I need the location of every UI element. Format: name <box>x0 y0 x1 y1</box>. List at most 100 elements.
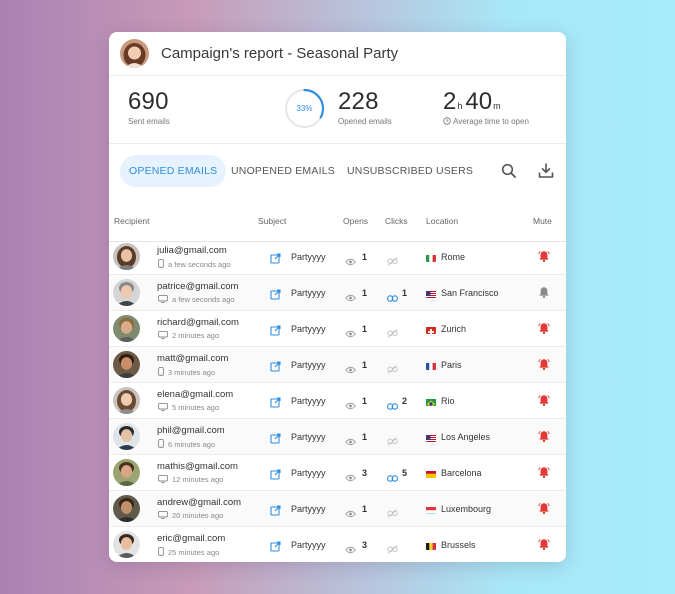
tab-unopened-emails[interactable]: UNOPENED EMAILS <box>231 165 335 177</box>
eye-icon <box>345 253 356 271</box>
open-email-icon[interactable] <box>270 539 281 552</box>
open-time-label: 25 minutes ago <box>168 548 220 557</box>
bell-icon[interactable] <box>538 430 550 448</box>
bell-muted-icon[interactable] <box>538 286 550 304</box>
tab-unsubscribed-users[interactable]: UNSUBSCRIBED USERS <box>347 165 474 177</box>
opens-count: 1 <box>362 396 368 406</box>
link-off-icon <box>387 433 398 451</box>
clicks-count: 2 <box>402 396 408 406</box>
avatar <box>113 279 140 306</box>
download-icon[interactable] <box>536 161 556 181</box>
open-email-icon[interactable] <box>270 323 281 336</box>
avatar <box>113 243 140 270</box>
table-row[interactable]: matt@gmail.com 3 minutes ago Partyyyy 1 Pari… <box>109 347 566 383</box>
location-city: Los Angeles <box>441 432 491 442</box>
location-city: Rio <box>441 396 455 406</box>
open-email-icon[interactable] <box>270 251 281 264</box>
table-row[interactable]: julia@gmail.com a few seconds ago Partyyyy… <box>109 239 566 275</box>
avg-time-hours: 2 <box>443 88 457 115</box>
open-email-icon[interactable] <box>270 503 281 516</box>
avg-time-label: Average time to open <box>453 117 529 126</box>
avg-time-hours-unit: h <box>457 101 463 111</box>
sent-emails-label: Sent emails <box>128 117 170 126</box>
table-row[interactable]: eric@gmail.com 25 minutes ago Partyyyy 3 Bru… <box>109 527 566 562</box>
open-time-label: a few seconds ago <box>168 260 231 269</box>
open-email-icon[interactable] <box>270 395 281 408</box>
bell-icon[interactable] <box>538 466 550 484</box>
report-tabs: OPENED EMAILS UNOPENED EMAILS UNSUBSCRIB… <box>109 144 566 204</box>
column-mute: Mute <box>533 216 552 226</box>
column-opens: Opens <box>343 216 369 226</box>
bell-icon[interactable] <box>538 250 550 268</box>
opens-count: 1 <box>362 504 368 514</box>
open-time: 20 minutes ago <box>158 511 223 520</box>
table-row[interactable]: elena@gmail.com 5 minutes ago Partyyyy 1 2 Ri… <box>109 383 566 419</box>
email-subject: Partyyyy <box>291 360 326 370</box>
open-rate-percent: 33% <box>296 104 313 113</box>
belgium-flag-icon <box>426 540 436 550</box>
open-time: 12 minutes ago <box>158 475 223 484</box>
open-time-label: 20 minutes ago <box>172 511 224 520</box>
bell-icon[interactable] <box>538 502 550 520</box>
open-time-label: a few seconds ago <box>172 295 235 304</box>
spain-flag-icon <box>426 468 436 478</box>
eye-icon <box>345 505 356 523</box>
location-city: Paris <box>441 360 462 370</box>
table-row[interactable]: andrew@gmail.com 20 minutes ago Partyyyy 1 L… <box>109 491 566 527</box>
open-time: a few seconds ago <box>158 259 231 269</box>
open-email-icon[interactable] <box>270 287 281 300</box>
opens-count: 1 <box>362 288 368 298</box>
open-email-icon[interactable] <box>270 359 281 372</box>
switzerland-flag-icon <box>426 324 436 334</box>
email-subject: Partyyyy <box>291 468 326 478</box>
campaign-report-card: Campaign's report - Seasonal Party 690 S… <box>109 32 566 562</box>
bell-icon[interactable] <box>538 322 550 340</box>
bell-icon[interactable] <box>538 394 550 412</box>
search-icon[interactable] <box>499 161 519 181</box>
usa-flag-icon <box>426 288 436 298</box>
link-off-icon <box>387 253 398 271</box>
desktop-device-icon <box>158 511 168 519</box>
desktop-device-icon <box>158 295 168 303</box>
table-row[interactable]: mathis@gmail.com 12 minutes ago Partyyyy 3 5… <box>109 455 566 491</box>
open-time: 25 minutes ago <box>158 547 219 557</box>
eye-icon <box>345 361 356 379</box>
luxembourg-flag-icon <box>426 504 436 514</box>
link-icon <box>387 469 398 487</box>
clock-icon <box>443 117 451 125</box>
recipient-email: elena@gmail.com <box>157 389 234 400</box>
bell-icon[interactable] <box>538 538 550 556</box>
column-location: Location <box>426 216 459 226</box>
opens-count: 3 <box>362 468 368 478</box>
location-city: Brussels <box>441 540 476 550</box>
recipient-email: matt@gmail.com <box>157 353 229 364</box>
email-subject: Partyyyy <box>291 504 326 514</box>
recipient-email: phil@gmail.com <box>157 425 225 436</box>
avg-time-minutes: 40 <box>465 88 493 115</box>
link-icon <box>387 289 398 307</box>
tab-opened-emails[interactable]: OPENED EMAILS <box>120 155 227 187</box>
open-email-icon[interactable] <box>270 467 281 480</box>
email-subject: Partyyyy <box>291 396 326 406</box>
table-row[interactable]: phil@gmail.com 6 minutes ago Partyyyy 1 Los … <box>109 419 566 455</box>
recipients-table: julia@gmail.com a few seconds ago Partyyyy… <box>109 239 566 562</box>
eye-icon <box>345 289 356 307</box>
eye-icon <box>345 325 356 343</box>
opened-emails-stat: 228 Opened emails <box>338 88 392 126</box>
open-time: 5 minutes ago <box>158 403 219 412</box>
link-off-icon <box>387 541 398 559</box>
bell-icon[interactable] <box>538 358 550 376</box>
location-city: Zurich <box>441 324 467 334</box>
open-time-label: 2 minutes ago <box>172 331 220 340</box>
header-avatar <box>120 39 149 68</box>
table-row[interactable]: richard@gmail.com 2 minutes ago Partyyyy 1 Z… <box>109 311 566 347</box>
email-subject: Partyyyy <box>291 540 326 550</box>
sent-emails-count: 690 <box>128 88 169 115</box>
opens-count: 1 <box>362 252 368 262</box>
clicks-count: 1 <box>402 288 408 298</box>
avg-time-minutes-unit: m <box>493 101 501 111</box>
france-flag-icon <box>426 360 436 370</box>
open-email-icon[interactable] <box>270 431 281 444</box>
table-row[interactable]: patrice@gmail.com a few seconds ago Partyy… <box>109 275 566 311</box>
avatar <box>113 351 140 378</box>
